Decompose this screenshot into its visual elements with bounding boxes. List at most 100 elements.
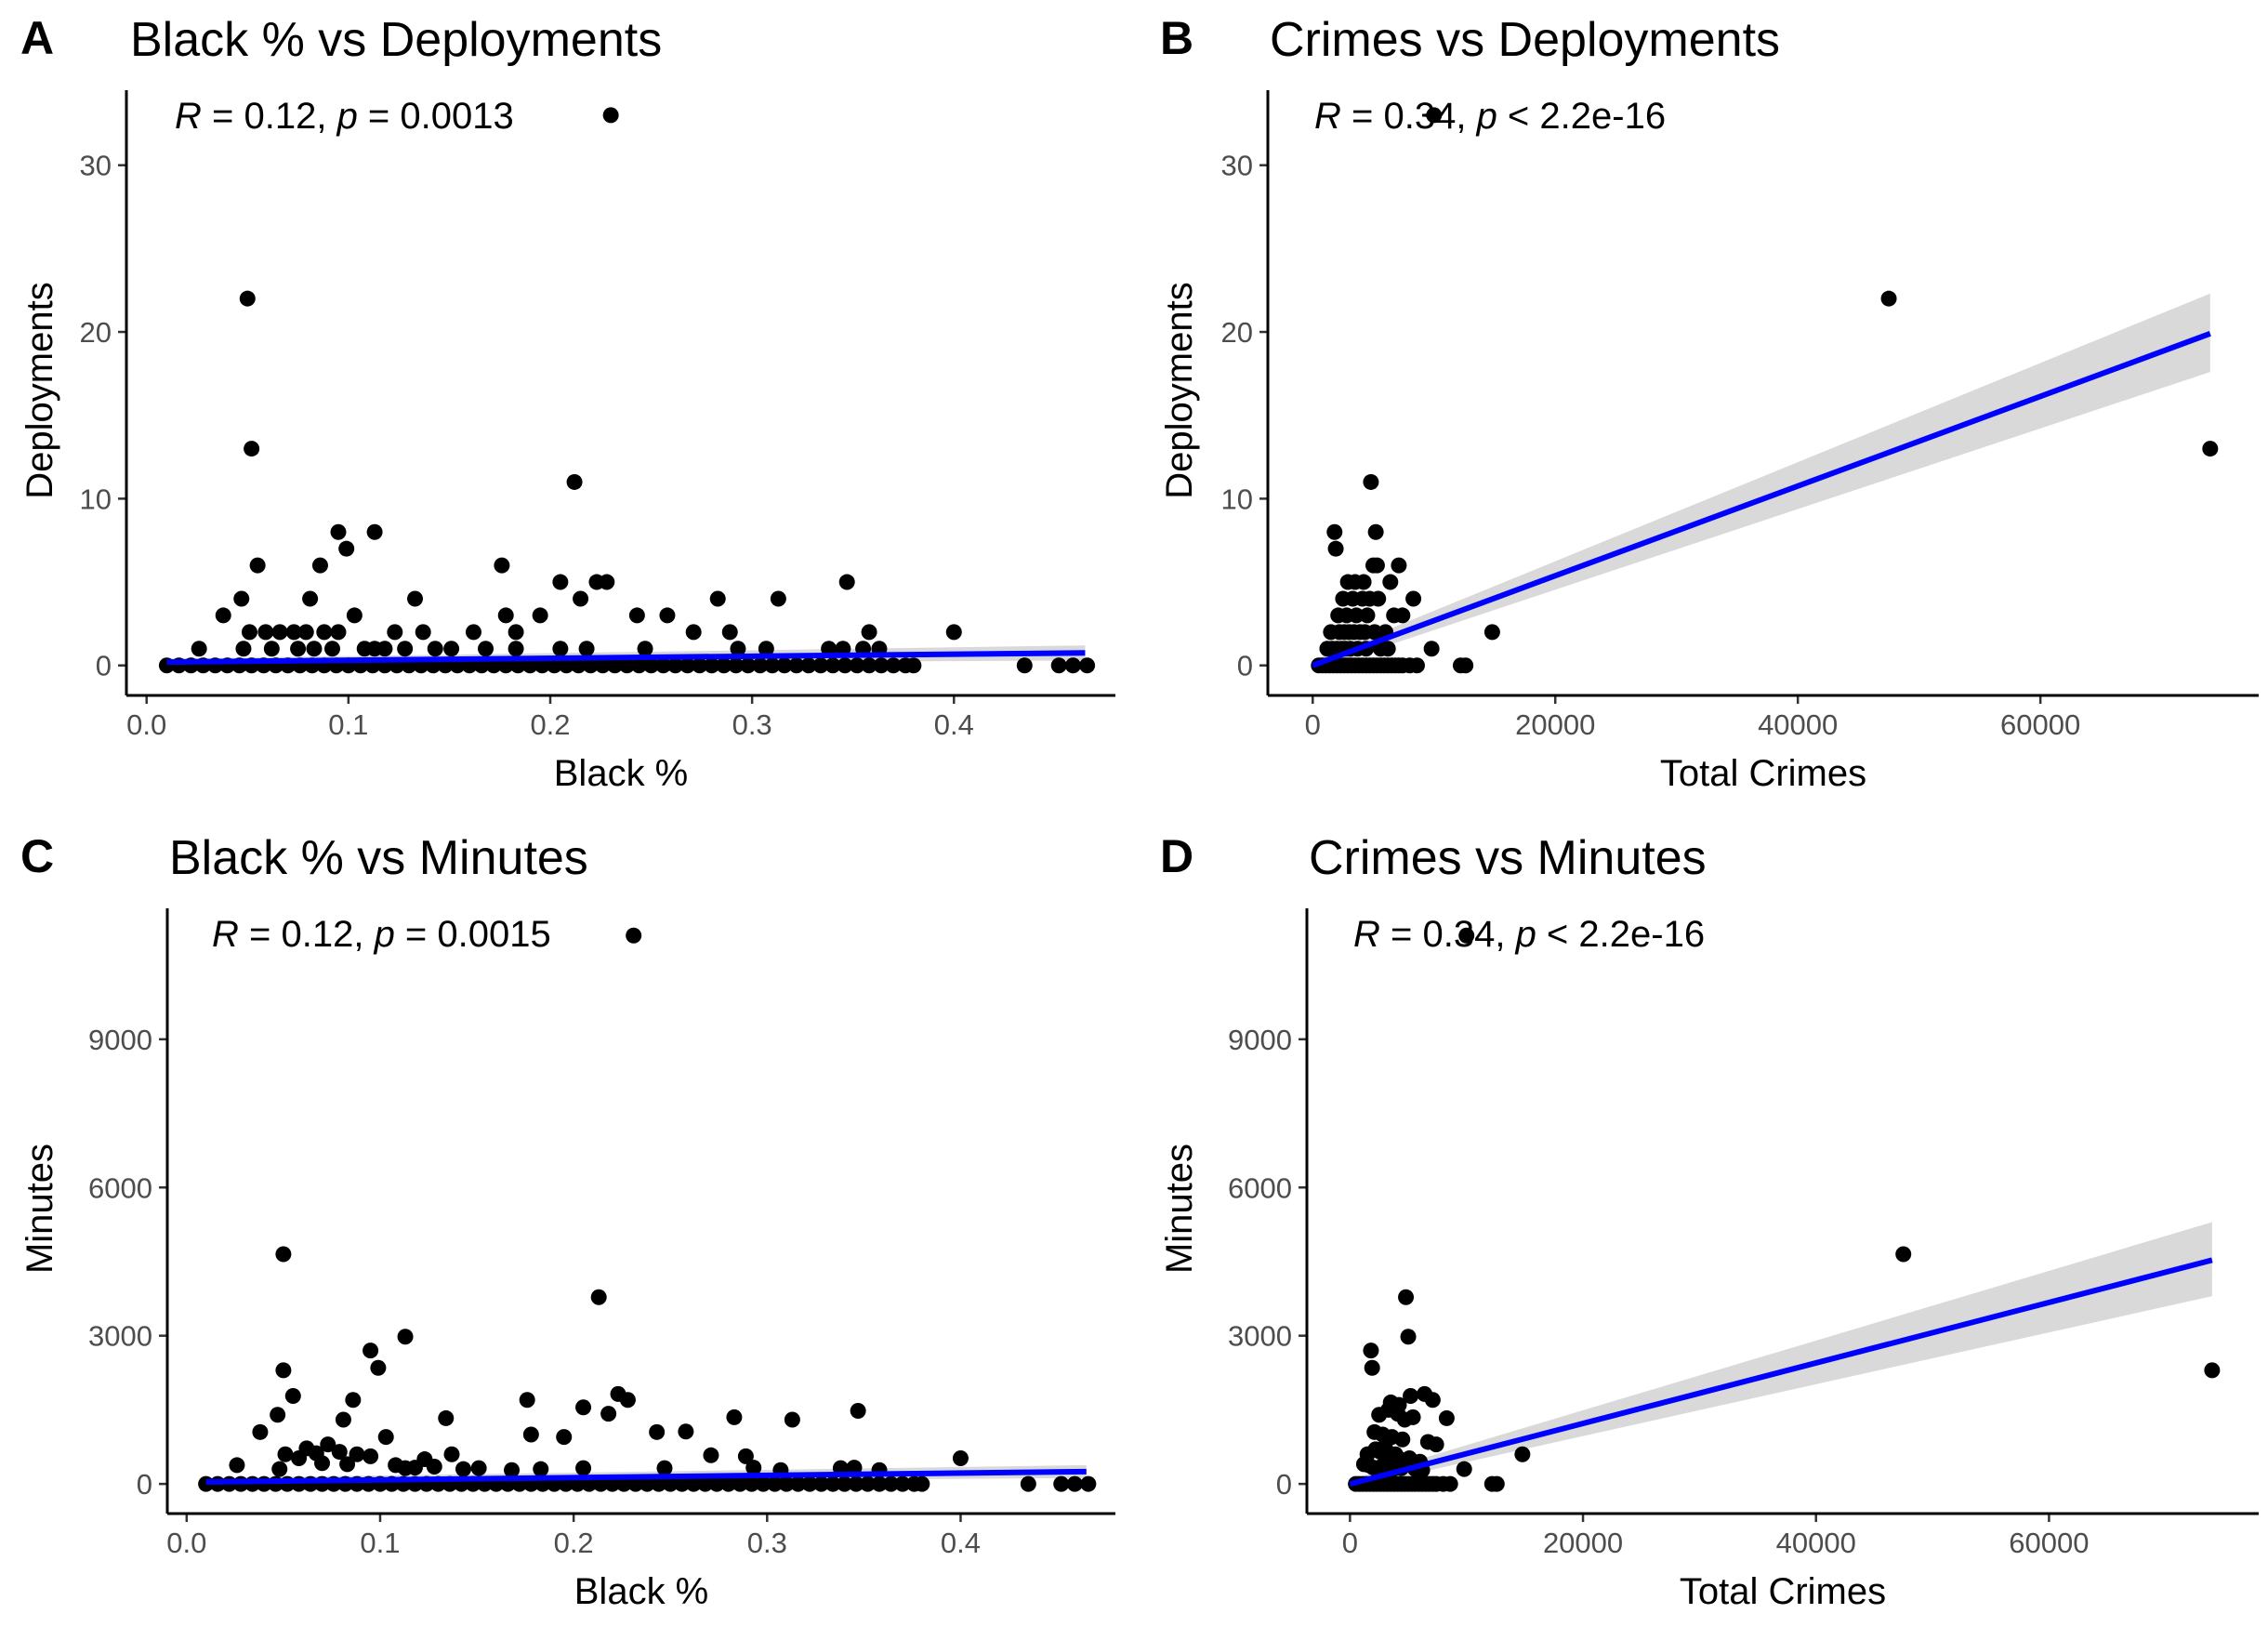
x-tick-label: 0 xyxy=(1342,1527,1358,1559)
data-point xyxy=(406,1460,423,1476)
data-point xyxy=(494,557,510,574)
y-axis-label: Deployments xyxy=(20,282,60,498)
data-point xyxy=(1079,657,1096,674)
y-axis-label: Minutes xyxy=(1159,1144,1200,1274)
data-point xyxy=(1016,657,1033,674)
data-point xyxy=(1080,1475,1097,1492)
data-point xyxy=(788,657,805,674)
data-point xyxy=(1066,1475,1083,1492)
data-point xyxy=(758,641,774,657)
data-point xyxy=(631,657,648,674)
x-tick-label: 0 xyxy=(1305,708,1321,741)
correlation-annotation: R = 0.34, p < 2.2e-16 xyxy=(1314,96,1666,137)
data-point xyxy=(573,590,589,607)
data-point xyxy=(764,657,781,674)
data-point xyxy=(1327,540,1344,557)
data-point xyxy=(235,641,252,657)
data-point xyxy=(277,1446,294,1462)
data-point xyxy=(770,590,786,607)
data-point xyxy=(552,641,569,657)
x-axis-label: Total Crimes xyxy=(1680,1571,1886,1612)
correlation-annotation: R = 0.34, p < 2.2e-16 xyxy=(1353,914,1705,955)
x-tick-label: 60000 xyxy=(2000,708,2080,741)
data-point xyxy=(1355,574,1372,590)
data-point xyxy=(745,1460,762,1476)
y-axis-label: Deployments xyxy=(1159,282,1200,498)
data-point xyxy=(627,1475,644,1492)
data-point xyxy=(813,1475,830,1492)
data-point xyxy=(824,1475,841,1492)
data-point xyxy=(345,1392,362,1409)
x-tick-label: 0.1 xyxy=(360,1527,400,1559)
data-point xyxy=(465,624,481,641)
x-axis-label: Black % xyxy=(554,753,689,794)
data-point xyxy=(377,1429,394,1446)
data-point xyxy=(824,657,841,674)
data-point xyxy=(1428,1436,1444,1453)
data-point xyxy=(229,1457,245,1474)
data-point xyxy=(883,1475,900,1492)
data-point xyxy=(271,624,288,641)
data-point xyxy=(1050,657,1067,674)
panel-d: D Crimes vs Minutes Total Crimes Minutes… xyxy=(1159,830,2259,1612)
data-point xyxy=(532,607,548,624)
y-tick-label: 6000 xyxy=(88,1171,152,1204)
data-point xyxy=(314,1455,331,1472)
data-point xyxy=(655,657,672,674)
y-tick-label: 0 xyxy=(1237,650,1253,682)
data-point xyxy=(667,657,684,674)
data-point xyxy=(685,624,702,641)
data-point xyxy=(521,657,538,674)
data-point xyxy=(387,624,403,641)
data-point xyxy=(740,657,757,674)
confidence-band xyxy=(1312,293,2210,671)
data-point xyxy=(599,574,615,590)
data-point xyxy=(306,641,323,657)
data-point xyxy=(338,540,355,557)
data-point xyxy=(619,1392,636,1409)
data-point xyxy=(730,641,746,657)
x-tick-label: 0.3 xyxy=(732,708,772,741)
regression-line xyxy=(205,1468,1087,1485)
x-tick-label: 0.1 xyxy=(328,708,368,741)
data-point xyxy=(659,607,676,624)
x-axis-label: Black % xyxy=(574,1571,709,1612)
data-point xyxy=(1064,657,1081,674)
panel-title: Black % vs Deployments xyxy=(130,13,662,67)
data-point xyxy=(1424,1392,1441,1409)
data-point xyxy=(316,624,333,641)
data-point xyxy=(566,473,583,490)
data-point xyxy=(1398,1289,1415,1305)
y-tick-label: 6000 xyxy=(1228,1171,1292,1204)
data-point xyxy=(556,1429,573,1446)
y-tick-label: 30 xyxy=(80,150,112,182)
data-point xyxy=(1514,1446,1531,1462)
data-point xyxy=(1442,1475,1458,1492)
data-point xyxy=(1359,607,1376,624)
data-point xyxy=(1394,607,1411,624)
data-point xyxy=(470,1460,487,1476)
data-point xyxy=(249,557,266,574)
data-point xyxy=(275,1246,292,1263)
data-point xyxy=(704,657,720,674)
data-point xyxy=(263,641,280,657)
data-point xyxy=(426,1459,442,1475)
data-point xyxy=(1363,473,1379,490)
data-point xyxy=(427,641,443,657)
data-point xyxy=(678,1423,694,1440)
data-point xyxy=(812,657,829,674)
data-point xyxy=(674,1475,691,1492)
x-axis-label: Total Crimes xyxy=(1660,753,1866,794)
data-point xyxy=(330,523,347,540)
regression-line xyxy=(1349,1257,2213,1488)
data-point xyxy=(643,657,660,674)
data-point xyxy=(679,657,696,674)
y-tick-label: 10 xyxy=(1221,483,1253,515)
data-point xyxy=(1483,624,1500,641)
data-point xyxy=(1408,657,1425,674)
x-tick-label: 0.2 xyxy=(554,1527,594,1559)
x-tick-label: 60000 xyxy=(2009,1527,2089,1559)
data-point xyxy=(860,1475,877,1492)
y-axis-label: Minutes xyxy=(20,1144,60,1274)
